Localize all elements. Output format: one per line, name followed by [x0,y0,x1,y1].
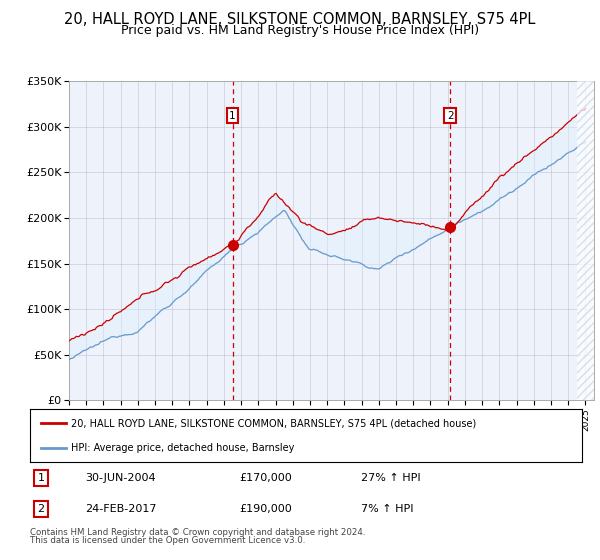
Text: 24-FEB-2017: 24-FEB-2017 [85,504,157,514]
Text: 27% ↑ HPI: 27% ↑ HPI [361,473,421,483]
Text: 2: 2 [447,111,454,121]
Text: 1: 1 [229,111,236,121]
Text: 7% ↑ HPI: 7% ↑ HPI [361,504,414,514]
Text: HPI: Average price, detached house, Barnsley: HPI: Average price, detached house, Barn… [71,442,295,452]
Text: 20, HALL ROYD LANE, SILKSTONE COMMON, BARNSLEY, S75 4PL (detached house): 20, HALL ROYD LANE, SILKSTONE COMMON, BA… [71,418,476,428]
Text: 2: 2 [37,504,44,514]
Text: 20, HALL ROYD LANE, SILKSTONE COMMON, BARNSLEY, S75 4PL: 20, HALL ROYD LANE, SILKSTONE COMMON, BA… [64,12,536,27]
Text: Contains HM Land Registry data © Crown copyright and database right 2024.: Contains HM Land Registry data © Crown c… [30,528,365,536]
Text: £190,000: £190,000 [240,504,293,514]
Text: This data is licensed under the Open Government Licence v3.0.: This data is licensed under the Open Gov… [30,536,305,545]
Text: Price paid vs. HM Land Registry's House Price Index (HPI): Price paid vs. HM Land Registry's House … [121,24,479,36]
Text: £170,000: £170,000 [240,473,293,483]
Text: 1: 1 [38,473,44,483]
Text: 30-JUN-2004: 30-JUN-2004 [85,473,156,483]
